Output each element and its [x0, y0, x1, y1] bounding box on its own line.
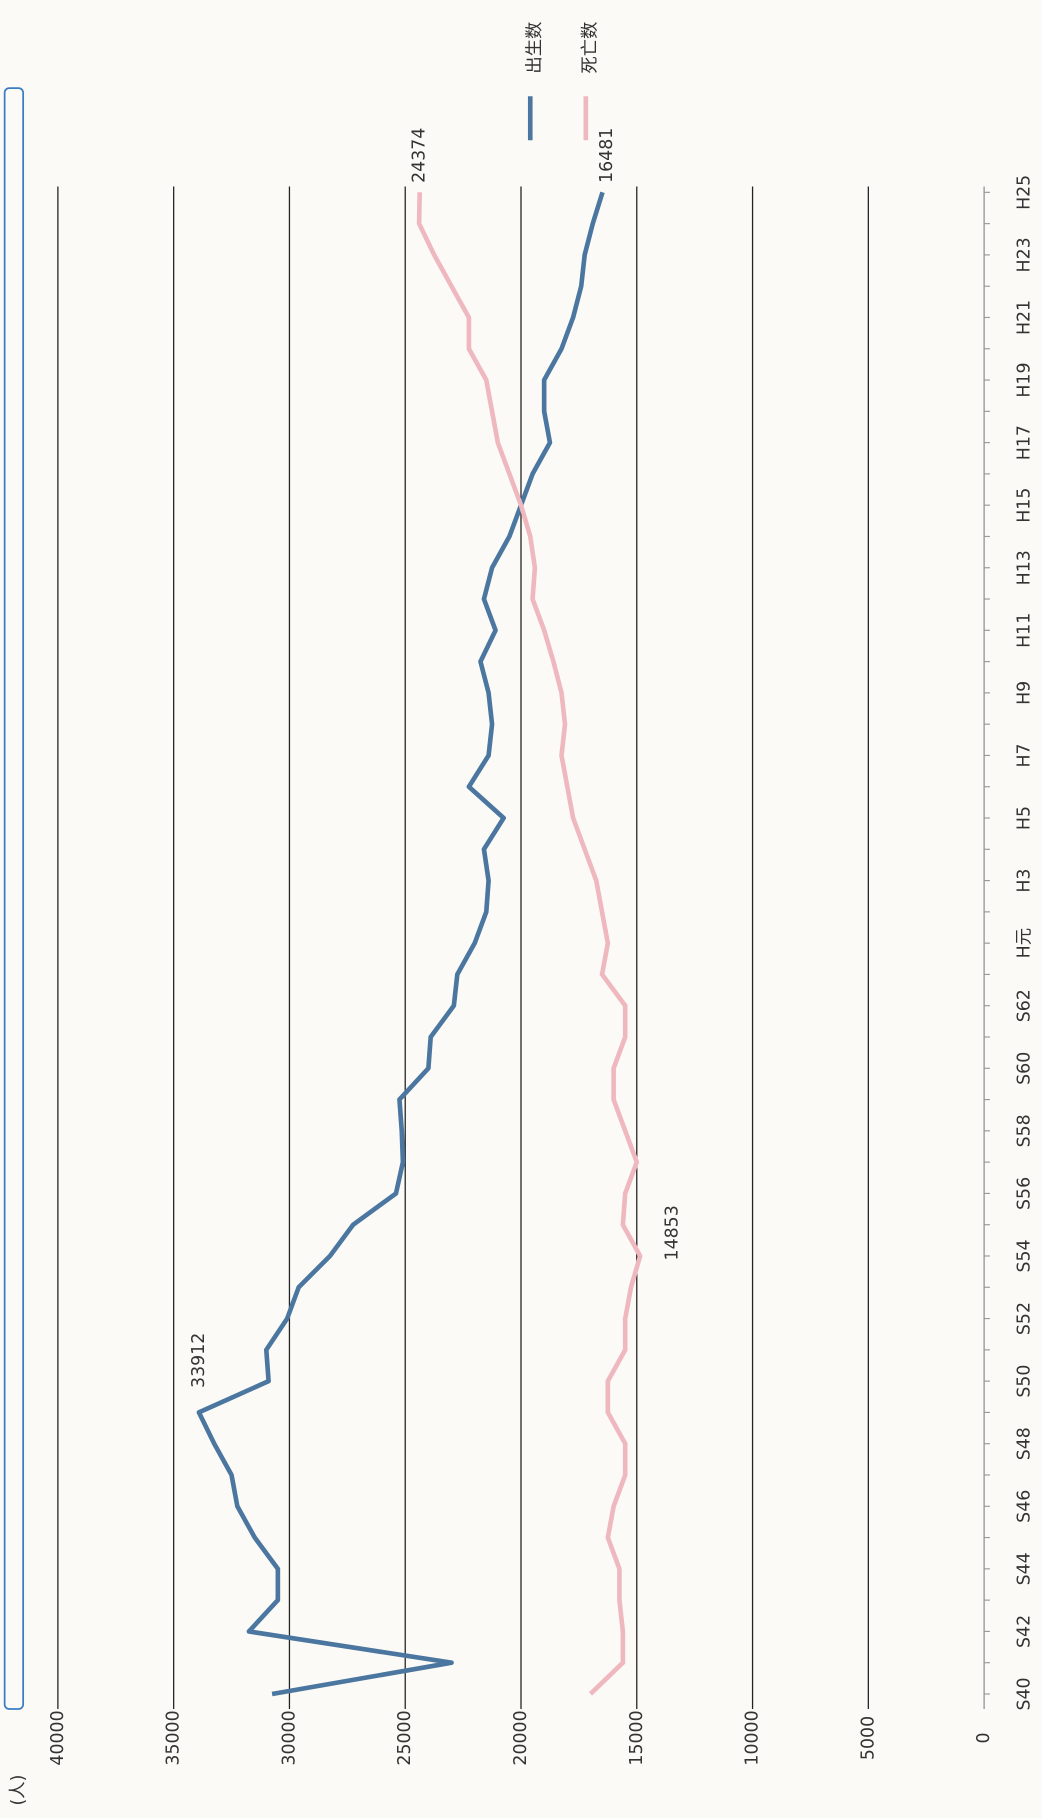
legend-label: 死亡数: [580, 22, 600, 74]
data-label: 16481: [597, 128, 617, 183]
x-tick-label: H21: [1015, 300, 1035, 335]
y-tick-label: 5000: [858, 1716, 878, 1760]
x-tick-label: S58: [1015, 1114, 1035, 1147]
y-tick-label: 15000: [627, 1710, 647, 1765]
x-tick-label: S50: [1015, 1365, 1035, 1398]
legend-label: 出生数: [525, 22, 545, 74]
y-axis-label: (人): [9, 1775, 29, 1806]
x-tick-label: S42: [1015, 1615, 1035, 1648]
y-tick-label: 30000: [279, 1710, 299, 1765]
series-line: [196, 191, 605, 1697]
data-label: 33912: [189, 1333, 209, 1388]
x-tick-label: H3: [1015, 869, 1035, 893]
series-line: [416, 192, 643, 1696]
y-tick-label: 35000: [164, 1710, 184, 1765]
data-label: 14853: [663, 1205, 683, 1260]
y-tick-label: 20000: [511, 1710, 531, 1765]
x-tick-label: H元: [1015, 928, 1035, 958]
x-tick-label: H15: [1015, 488, 1035, 523]
x-tick-label: S40: [1015, 1677, 1035, 1710]
x-tick-label: H19: [1015, 362, 1035, 397]
x-tick-label: S54: [1015, 1239, 1035, 1272]
y-tick-label: 25000: [395, 1710, 415, 1765]
x-tick-label: S60: [1015, 1052, 1035, 1085]
x-tick-label: H23: [1015, 237, 1035, 272]
x-tick-label: H25: [1015, 175, 1035, 210]
x-tick-label: H17: [1015, 425, 1035, 460]
data-label: 24374: [410, 128, 430, 183]
x-tick-label: H11: [1015, 613, 1035, 648]
x-tick-label: H7: [1015, 743, 1035, 767]
y-tick-label: 40000: [48, 1710, 68, 1765]
caption-box: [3, 87, 25, 1710]
x-tick-label: H5: [1015, 806, 1035, 830]
x-tick-label: S56: [1015, 1177, 1035, 1210]
x-tick-label: H9: [1015, 681, 1035, 705]
x-tick-label: S48: [1015, 1427, 1035, 1460]
y-tick-label: 10000: [743, 1710, 763, 1765]
x-tick-label: S52: [1015, 1302, 1035, 1335]
x-tick-label: S46: [1015, 1490, 1035, 1523]
x-tick-label: H13: [1015, 550, 1035, 585]
y-tick-label: 0: [974, 1732, 994, 1743]
x-tick-label: S44: [1015, 1552, 1035, 1585]
x-tick-label: S62: [1015, 989, 1035, 1022]
